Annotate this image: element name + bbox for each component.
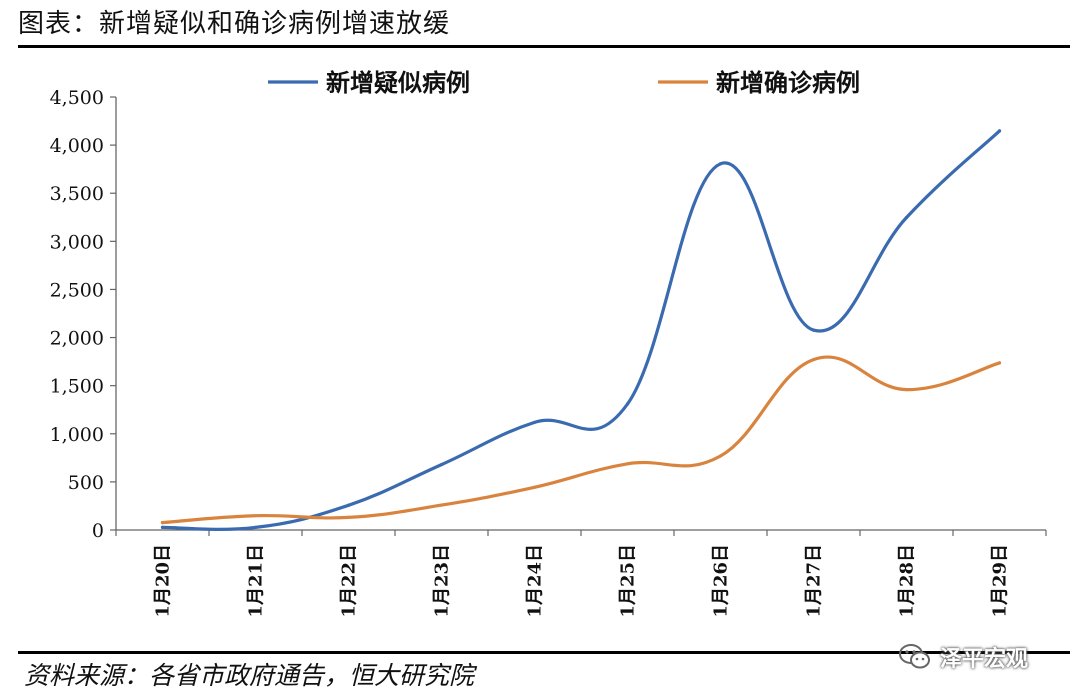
data-point xyxy=(625,402,630,406)
data-point xyxy=(811,357,816,362)
x-tick-label: 1月21日 xyxy=(246,544,267,618)
y-tick-label: 1,000 xyxy=(50,424,104,446)
y-tick-label: 500 xyxy=(68,472,104,494)
legend-label: 新增确诊病例 xyxy=(716,69,860,97)
title-rule xyxy=(18,45,1070,48)
watermark: 泽平宏观 xyxy=(898,640,1028,674)
y-tick-label: 0 xyxy=(92,520,104,542)
y-tick-label: 4,000 xyxy=(50,135,104,157)
data-point xyxy=(997,129,1002,133)
data-point xyxy=(532,420,537,425)
x-axis: 1月20日 1月21日 1月22日 1月23日 1月24日 1月25日 1月26日 1月27日… xyxy=(115,529,1047,618)
data-point xyxy=(904,388,909,392)
x-tick-label: 1月25日 xyxy=(618,544,639,618)
data-point xyxy=(439,503,444,507)
data-point xyxy=(160,520,165,525)
data-point xyxy=(346,515,351,519)
x-tick-label: 1月20日 xyxy=(153,544,174,618)
series-line-confirmed xyxy=(160,355,1002,525)
y-tick-label: 1,500 xyxy=(50,376,104,398)
x-tick-label: 1月22日 xyxy=(339,544,360,618)
x-tick-label: 1月24日 xyxy=(525,544,546,618)
footer-rule xyxy=(18,651,1070,654)
data-point xyxy=(253,525,258,530)
data-point xyxy=(997,361,1002,365)
watermark-text: 泽平宏观 xyxy=(940,647,1029,672)
data-point xyxy=(532,485,537,489)
wechat-icon xyxy=(899,644,930,669)
x-tick-label: 1月27日 xyxy=(804,544,825,618)
y-tick-label: 4,500 xyxy=(50,87,104,109)
series-layer xyxy=(160,129,1002,531)
y-axis: 0 500 1,000 1,500 2,000 2,500 3,000 3,500 4,000 4… xyxy=(50,87,117,542)
data-point xyxy=(811,328,816,332)
y-tick-label: 3,500 xyxy=(50,183,104,205)
y-tick-label: 3,000 xyxy=(50,231,104,253)
data-point xyxy=(718,162,723,166)
data-point xyxy=(625,462,630,466)
x-tick-label: 1月23日 xyxy=(432,544,453,618)
legend: 新增疑似病例 新增确诊病例 xyxy=(268,69,860,97)
x-tick-label: 1月26日 xyxy=(711,544,732,618)
data-point xyxy=(439,462,444,467)
y-tick-label: 2,000 xyxy=(50,328,104,350)
data-point xyxy=(346,503,351,507)
chart-title: 图表：新增疑似和确诊病例增速放缓 xyxy=(18,9,451,39)
source-note: 资料来源：各省市政府通告，恒大研究院 xyxy=(24,661,475,690)
x-tick-label: 1月29日 xyxy=(990,544,1011,618)
data-point xyxy=(904,215,909,220)
data-point xyxy=(718,454,723,458)
legend-label: 新增疑似病例 xyxy=(326,69,470,97)
y-tick-label: 2,500 xyxy=(50,279,104,301)
data-point xyxy=(253,514,258,518)
line-chart: 0 500 1,000 1,500 2,000 2,500 3,000 3,500 4,000 4… xyxy=(50,69,1047,618)
series-line-suspected xyxy=(160,129,1002,531)
data-point xyxy=(160,525,165,530)
x-tick-label: 1月28日 xyxy=(897,544,918,618)
